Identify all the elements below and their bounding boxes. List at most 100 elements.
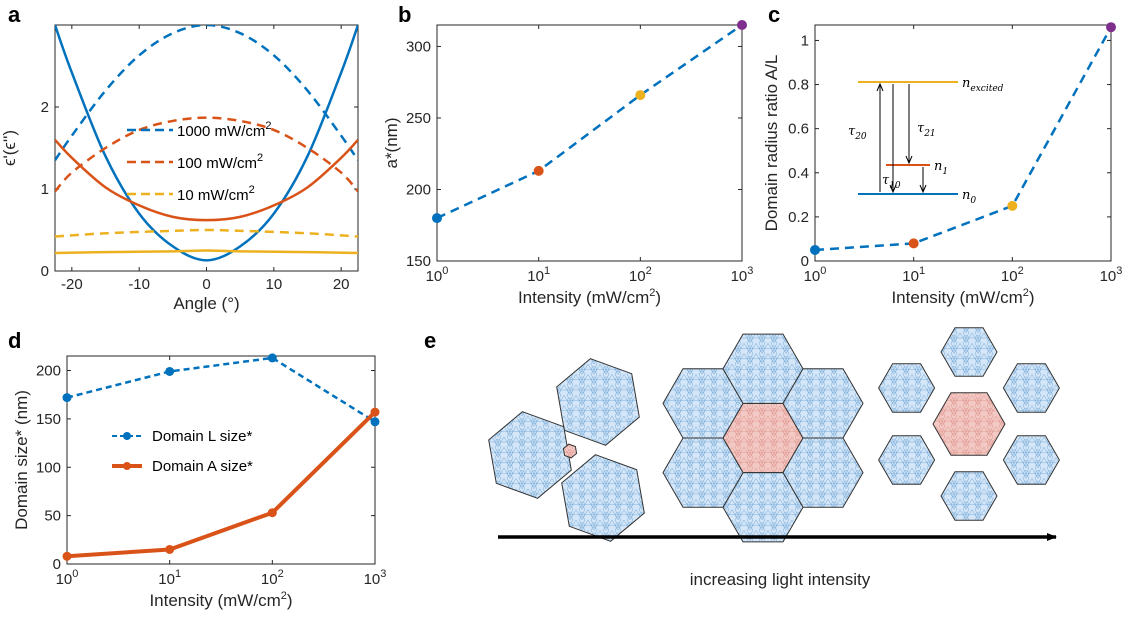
y-tick-label: 2	[41, 99, 49, 116]
plot-frame	[436, 24, 743, 262]
legend-marker	[123, 462, 131, 470]
domain-hexagon	[782, 368, 864, 439]
x-tick-label: -10	[128, 276, 150, 293]
y-tick-label: 250	[406, 110, 431, 127]
panel-label-d: d	[8, 328, 21, 353]
series-group	[437, 25, 742, 220]
series-line-1	[55, 25, 358, 262]
data-point	[165, 366, 175, 376]
y-tick-label: 1	[801, 32, 809, 49]
data-point	[1007, 200, 1018, 211]
energy-level-label: n0	[962, 188, 976, 206]
y-tick-label: 0	[41, 263, 49, 280]
x-axis-label: Angle (°)	[173, 294, 239, 313]
y-axis-label: a*(nm)	[382, 117, 401, 168]
panel-label-c: c	[768, 2, 780, 27]
y-tick-label: 0.8	[788, 77, 809, 94]
chart-c: 100 101 102 103 0 0.2 0.4 0.6 0.8 1 Intensity (mW/…	[762, 22, 1122, 307]
data-point	[908, 238, 919, 249]
y-axis-label: Domain size* (nm)	[12, 390, 31, 530]
series-line-0	[815, 26, 1111, 252]
domain-hexagon	[878, 363, 936, 413]
y-tick-label: 200	[36, 363, 61, 380]
legend-label: Domain A size*	[152, 458, 253, 475]
data-point	[533, 165, 544, 176]
series-line-0	[67, 356, 375, 423]
y-tick-label: 0.2	[788, 209, 809, 226]
series-line-2	[55, 116, 358, 193]
legend-marker	[123, 432, 131, 440]
energy-level-label: n1	[934, 159, 948, 177]
domain-schematic: increasing light intensity	[488, 327, 1060, 589]
series-line-0	[55, 25, 358, 162]
y-tick-label: 150	[406, 253, 431, 270]
x-tick-label: 101	[902, 265, 925, 285]
domain-hexagon-active	[932, 392, 1006, 456]
domain-hexagon	[556, 358, 640, 446]
x-tick-label: 102	[629, 265, 652, 285]
x-tick-label: 103	[1100, 265, 1123, 285]
y-axis-label: Domain radius ratio A/L	[762, 55, 781, 232]
x-tick-label: 100	[426, 265, 449, 285]
x-tick-label: 103	[731, 265, 754, 285]
energy-level-label: nexcited	[962, 76, 1004, 94]
series-line-1	[67, 410, 375, 559]
transition-label: τ10	[882, 173, 901, 191]
series-line-3	[55, 138, 358, 222]
data-point	[635, 90, 646, 101]
series-line-5	[55, 249, 358, 255]
legend-label: Domain L size*	[152, 428, 252, 445]
data-point	[267, 353, 277, 363]
x-tick-label: 10	[265, 276, 282, 293]
domain-hexagon	[940, 327, 998, 377]
plot-frame	[814, 24, 1112, 262]
y-tick-label: 100	[36, 459, 61, 476]
series-line-4	[55, 228, 358, 238]
transition-arrow-head	[919, 184, 927, 194]
data-point	[62, 551, 72, 561]
domain-hexagon	[940, 471, 998, 521]
data-point	[165, 544, 175, 554]
legend-label: 100 mW/cm2	[177, 152, 263, 172]
x-tick-label: -20	[61, 276, 83, 293]
x-axis-label: Intensity (mW/cm2)	[518, 287, 661, 307]
data-point	[810, 244, 820, 255]
transition-label: τ20	[848, 124, 867, 142]
x-tick-label: 101	[527, 265, 550, 285]
domain-hexagon	[878, 435, 936, 485]
transition-arrow-head	[889, 184, 897, 194]
legend-label: 10 mW/cm2	[177, 184, 255, 204]
x-tick-label: 100	[804, 265, 827, 285]
y-tick-label: 0	[801, 253, 809, 270]
x-tick-label: 20	[333, 276, 350, 293]
x-axis-label: Intensity (mW/cm2)	[149, 590, 292, 610]
y-tick-label: 150	[36, 411, 61, 428]
y-tick-label: 300	[406, 38, 431, 55]
transition-label: τ21	[917, 121, 936, 139]
series-group	[55, 25, 358, 262]
chart-a: -20 -10 0 10 20 0 1 2 Angle (°) ϵ'(ϵ'') 1000 mW/cm…	[0, 24, 359, 313]
domain-hexagon	[561, 454, 645, 542]
series-group	[67, 356, 375, 559]
x-axis-label: Intensity (mW/cm2)	[891, 287, 1034, 307]
panel-label-b: b	[398, 2, 411, 27]
domain-hexagon	[1002, 435, 1060, 485]
x-tick-label: 102	[1001, 265, 1024, 285]
x-tick-label: 102	[261, 568, 284, 588]
domain-hexagon	[1002, 363, 1060, 413]
transition-arrow-head	[905, 155, 913, 165]
legend-label: 1000 mW/cm2	[177, 120, 271, 140]
chart-d: 100 101 102 103 0 50 100 150 200 Intensity (mW/cm…	[12, 353, 386, 610]
data-point	[267, 508, 277, 518]
domain-hexagon-active	[562, 443, 578, 459]
data-point	[737, 20, 747, 30]
panel-label-a: a	[8, 2, 21, 27]
transition-arrow-head	[876, 82, 884, 92]
data-point	[370, 407, 380, 417]
y-tick-label: 0	[53, 556, 61, 573]
data-point	[1106, 22, 1116, 33]
intensity-arrow-label: increasing light intensity	[690, 570, 871, 589]
x-tick-label: 101	[158, 568, 181, 588]
y-tick-label: 200	[406, 181, 431, 198]
